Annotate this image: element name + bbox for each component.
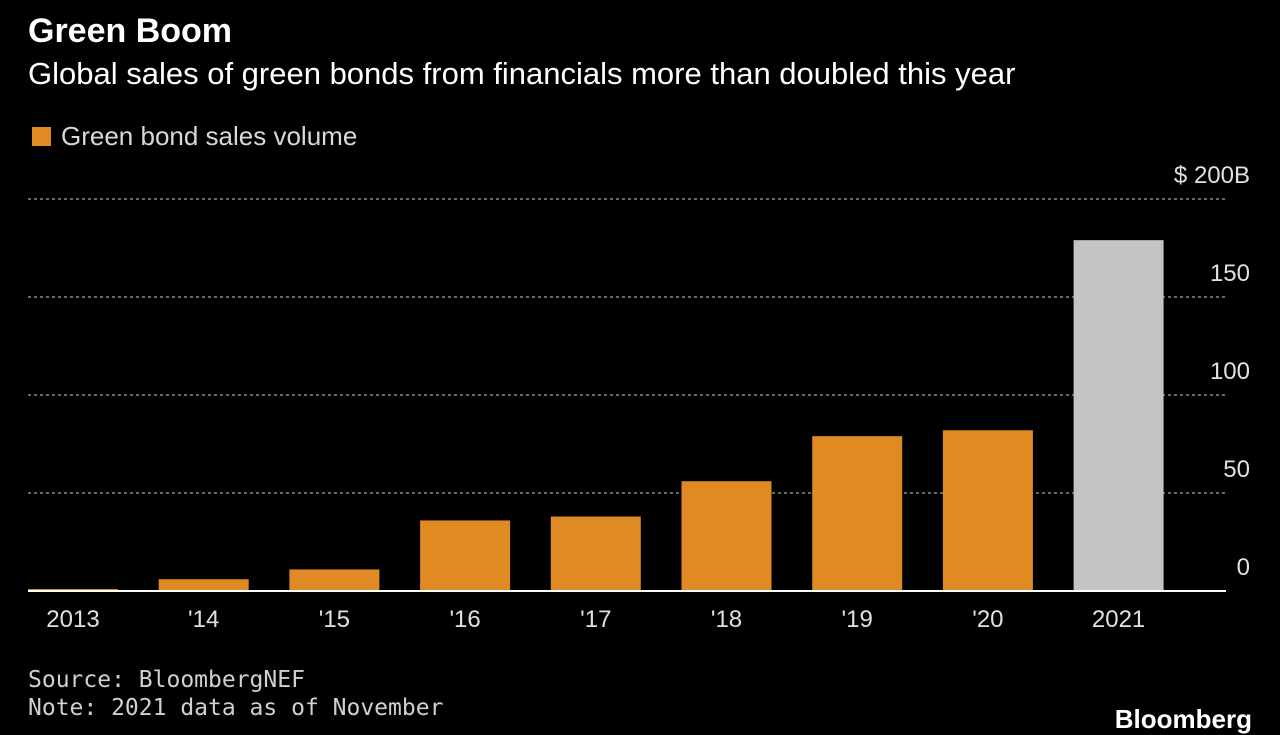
bar-17: [550, 516, 641, 591]
bar-19: [812, 436, 903, 591]
bar-14: [158, 579, 249, 591]
x-tick-label: '19: [842, 606, 873, 633]
legend-label: Green bond sales volume: [61, 121, 358, 151]
chart-title: Green Boom: [28, 12, 233, 50]
x-tick-label: '17: [580, 606, 611, 633]
legend-swatch: [32, 127, 51, 146]
note-text: Note: 2021 data as of November: [28, 695, 444, 721]
x-tick-label: '18: [711, 606, 742, 633]
y-tick-label: 0: [1237, 554, 1250, 581]
bar-18: [681, 481, 772, 591]
bar-2021: [1073, 240, 1164, 591]
bar-chart: 0 50 100 150 $ 200B 2013 '14 '15 '16 '17 '18 '19 '20…: [28, 162, 1250, 633]
source-text: Source: BloombergNEF: [28, 667, 305, 693]
x-tick-label: 2021: [1092, 606, 1145, 633]
x-tick-label: '16: [449, 606, 480, 633]
chart-subtitle: Global sales of green bonds from financi…: [28, 56, 1016, 91]
x-tick-label: '14: [188, 606, 219, 633]
legend: Green bond sales volume: [32, 121, 357, 152]
x-tick-label: '20: [972, 606, 1003, 633]
x-tick-label: '15: [319, 606, 350, 633]
y-tick-label: 150: [1210, 260, 1250, 287]
y-tick-label: $ 200B: [1174, 162, 1250, 189]
y-tick-label: 50: [1223, 456, 1250, 483]
bar-15: [289, 569, 380, 591]
bar-20: [942, 430, 1033, 591]
y-tick-label: 100: [1210, 358, 1250, 385]
bar-16: [420, 520, 511, 591]
x-tick-label: 2013: [46, 606, 99, 633]
